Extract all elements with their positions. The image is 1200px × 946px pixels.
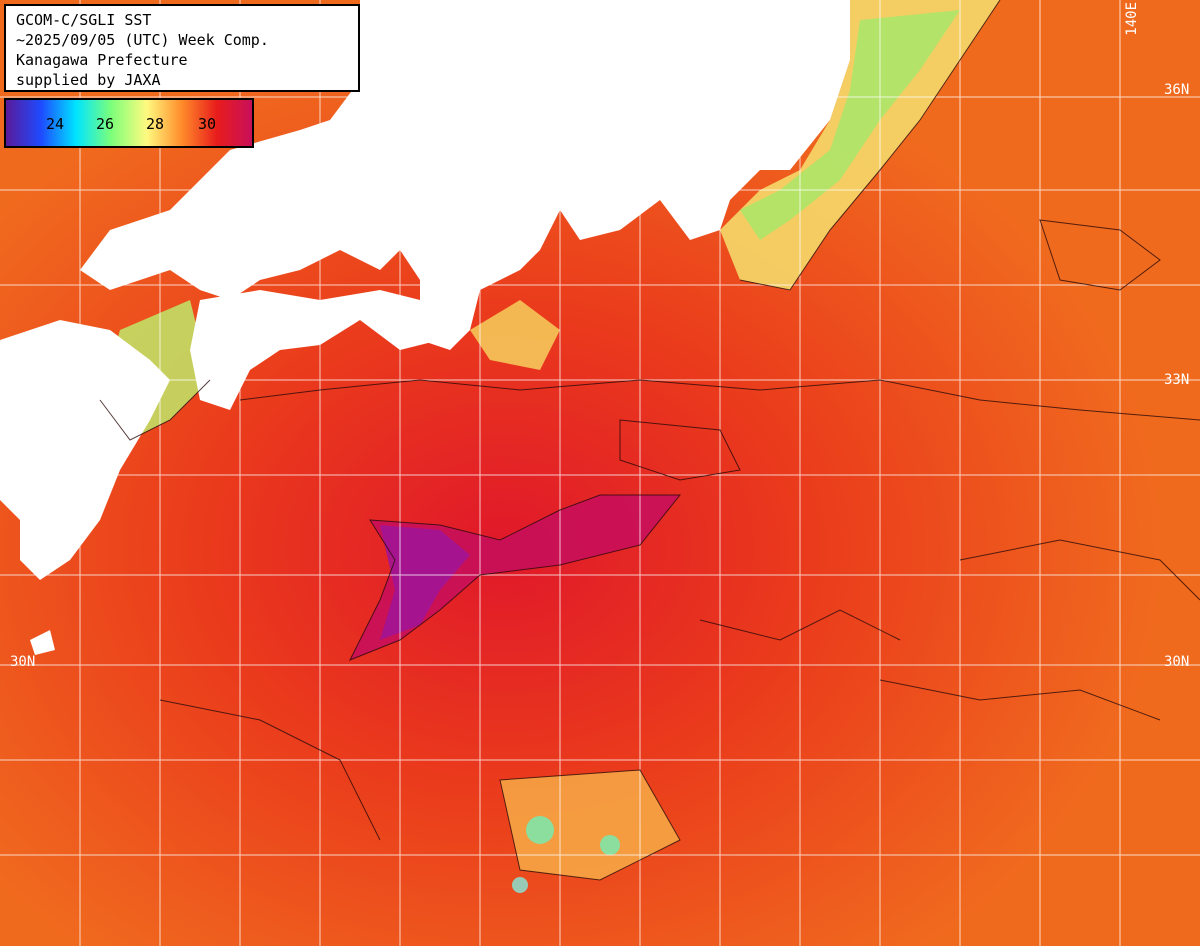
title-panel: GCOM-C/SGLI SST ~2025/09/05 (UTC) Week C… <box>4 4 360 92</box>
lat-label-36n: 36N <box>1164 82 1190 98</box>
cool-eddy-2 <box>600 835 620 855</box>
cool-water-kii <box>470 300 560 370</box>
title-line-1: GCOM-C/SGLI SST <box>16 11 152 29</box>
isotherm-contours <box>99 0 1200 881</box>
lon-label-140e: 140E <box>1124 2 1140 36</box>
lon-label-136e: 136E <box>482 2 498 36</box>
title-line-3: Kanagawa Prefecture <box>16 51 188 69</box>
land-shikoku <box>190 290 440 410</box>
cool-water-northeast-green <box>740 10 960 240</box>
color-scale-bar: 24 26 28 30 <box>4 98 254 148</box>
color-scale-gradient <box>6 100 252 146</box>
title-line-2: ~2025/09/05 (UTC) Week Comp. <box>16 31 269 49</box>
warm-patch-magenta-core <box>380 525 470 640</box>
cool-eddy-1 <box>526 816 554 844</box>
lat-label-30n-left: 30N <box>10 654 36 670</box>
cool-water-south <box>500 770 680 880</box>
scale-label-24: 24 <box>46 115 65 133</box>
lat-label-33n: 33N <box>1164 372 1190 388</box>
land-island-small <box>30 630 55 655</box>
scale-label-30: 30 <box>198 115 217 133</box>
scale-label-26: 26 <box>96 115 115 133</box>
scale-label-28: 28 <box>146 115 165 133</box>
cool-eddy-3 <box>512 877 528 893</box>
title-line-4: supplied by JAXA <box>16 71 161 89</box>
land-honshu-north <box>80 0 850 350</box>
lat-label-30n-right: 30N <box>1164 654 1190 670</box>
land-kyushu <box>0 320 170 580</box>
